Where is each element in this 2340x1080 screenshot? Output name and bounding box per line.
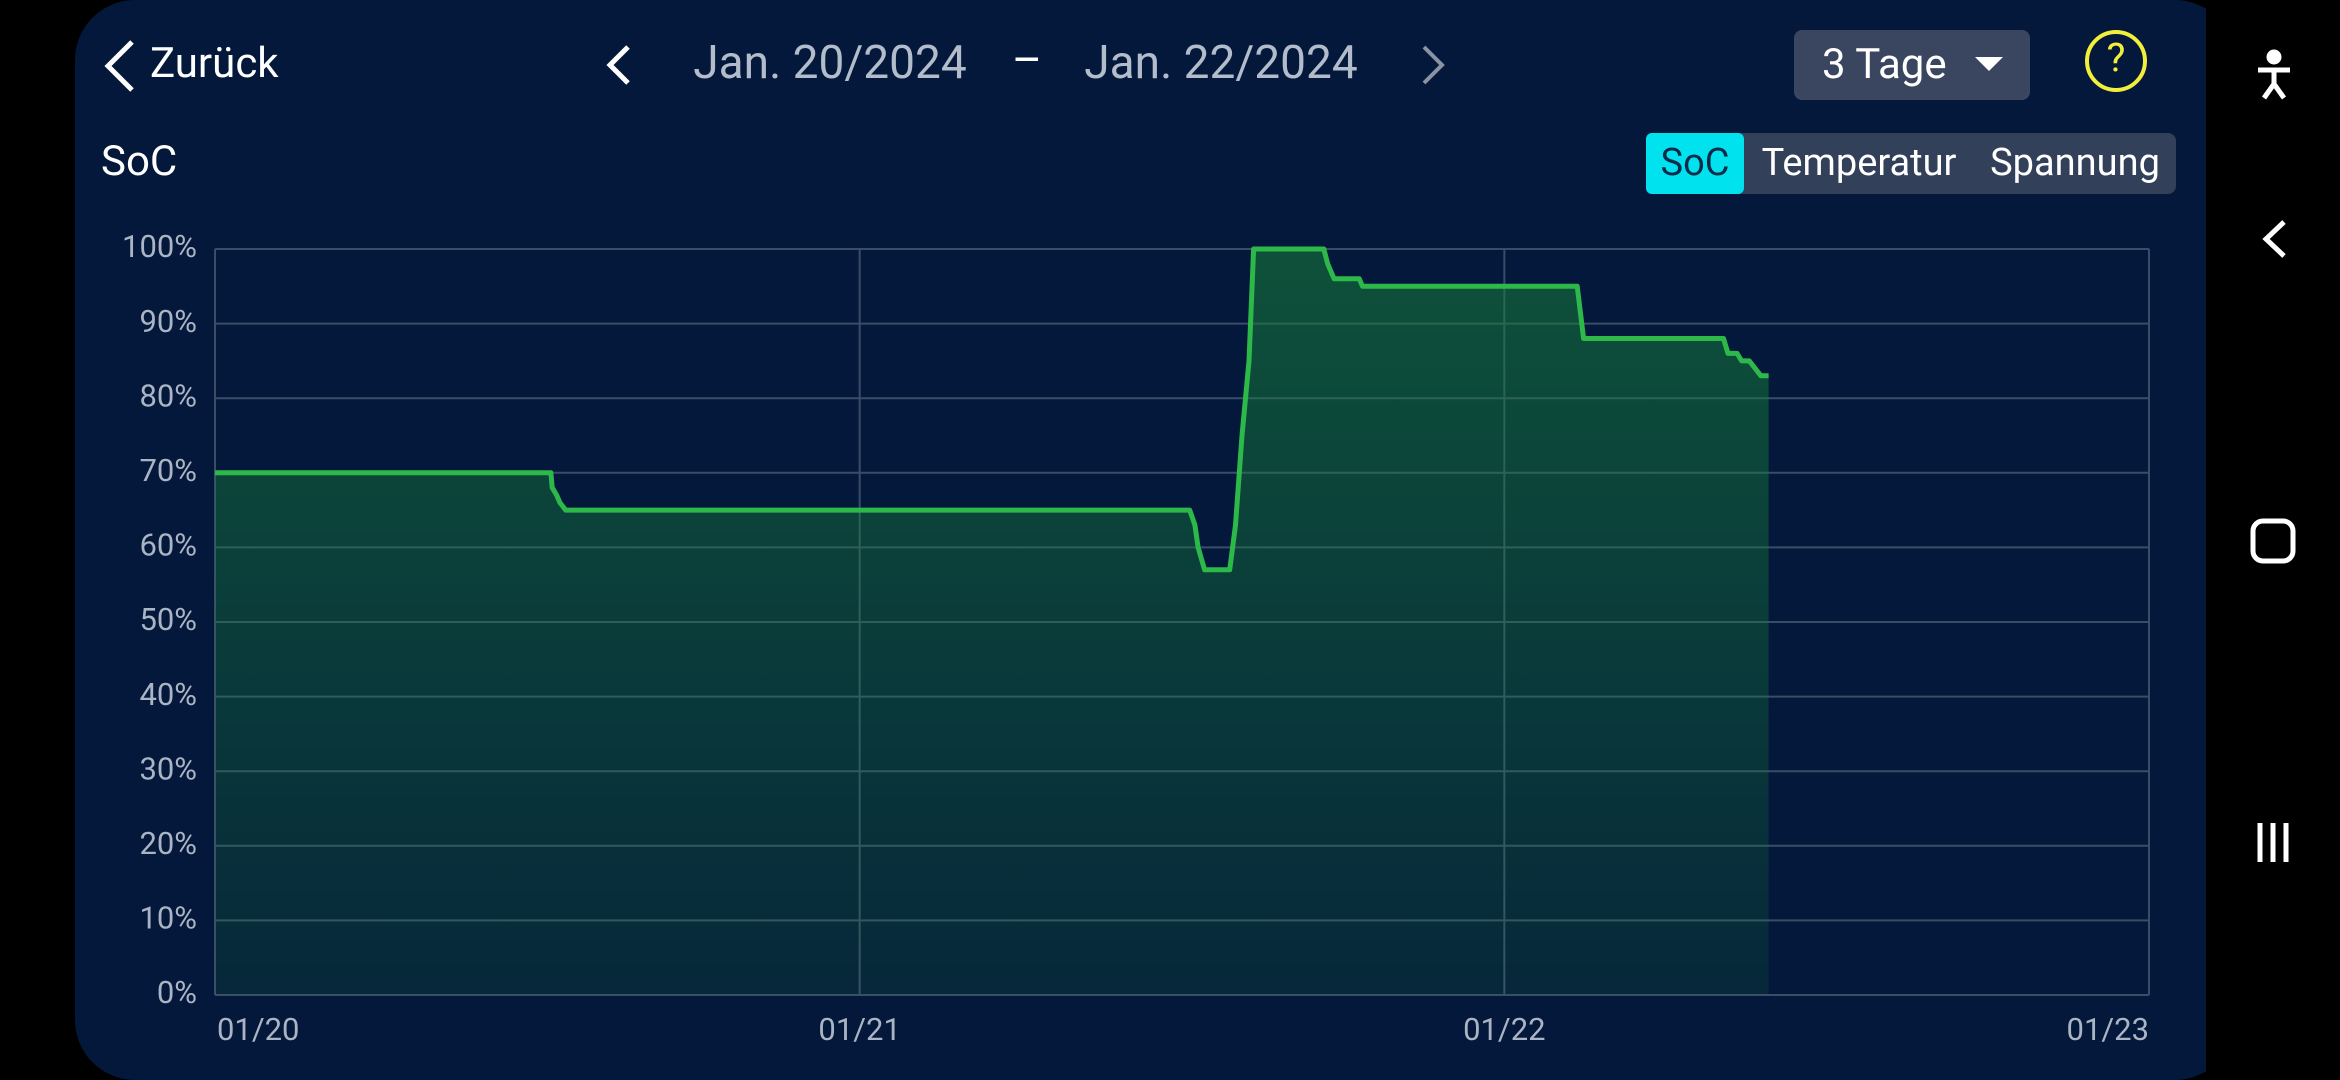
nav-home[interactable] (2250, 518, 2296, 564)
date-to: Jan. 22/2024 (1084, 36, 1357, 90)
accessibility-body[interactable] (2258, 67, 2290, 100)
y-tick-label: 50% (139, 601, 197, 638)
chart: 0% 10% 20% 30% 40% 50% 60% 70% 80% 90% 100% 01/20 01… (122, 228, 2150, 1048)
x-tick-label: 01/22 (1463, 1011, 1545, 1048)
y-tick-label: 20% (139, 825, 197, 862)
system-icons (2250, 49, 2296, 862)
x-tick-label: 01/23 (2067, 1011, 2149, 1048)
chart-title: SoC (101, 137, 177, 186)
tab-label[interactable]: Spannung (1990, 141, 2160, 185)
nav-back[interactable] (2262, 220, 2286, 258)
y-tick-label: 90% (139, 303, 197, 340)
tab-active (1646, 133, 1744, 194)
tab-label[interactable]: Temperatur (1762, 141, 1957, 185)
tab-background (1646, 133, 2176, 194)
back-button[interactable]: Zurück (104, 39, 279, 92)
y-tick-label: 100% (122, 228, 197, 265)
date-from: Jan. 20/2024 (693, 36, 966, 90)
tab-label[interactable]: SoC (1661, 141, 1730, 185)
back-label: Zurück (150, 39, 279, 88)
next-range[interactable] (1422, 45, 1445, 85)
nav-recent[interactable] (2257, 823, 2289, 862)
dropdown-arrow (1975, 57, 2003, 71)
y-tick-label: 80% (139, 377, 197, 414)
help-circle (2085, 30, 2147, 92)
area (215, 249, 1769, 995)
y-tick-label: 10% (139, 900, 197, 937)
y-tick-label: 40% (139, 676, 197, 713)
y-tick-label: 70% (139, 452, 197, 489)
y-tick-label: 60% (139, 527, 197, 564)
back-icon (104, 40, 134, 92)
tab-group: SoC Temperatur Spannung (1646, 133, 2176, 194)
dropdown-label: 3 Tage (1822, 40, 1947, 89)
y-tick-label: 0% (157, 974, 197, 1011)
accessibility-icon (2266, 49, 2282, 65)
help-button[interactable]: ? (2085, 30, 2147, 92)
x-tick-label: 01/20 (217, 1011, 299, 1048)
help-label: ? (2107, 35, 2126, 82)
nav-bar (2206, 0, 2340, 1080)
range-dropdown[interactable]: 3 Tage (1794, 30, 2030, 100)
line (215, 246, 1769, 573)
y-tick-label: 30% (139, 750, 197, 787)
dropdown-box (1794, 30, 2030, 100)
date-separator: – (1012, 34, 1042, 88)
prev-range[interactable] (606, 45, 630, 85)
x-tick-label: 01/21 (818, 1011, 900, 1048)
